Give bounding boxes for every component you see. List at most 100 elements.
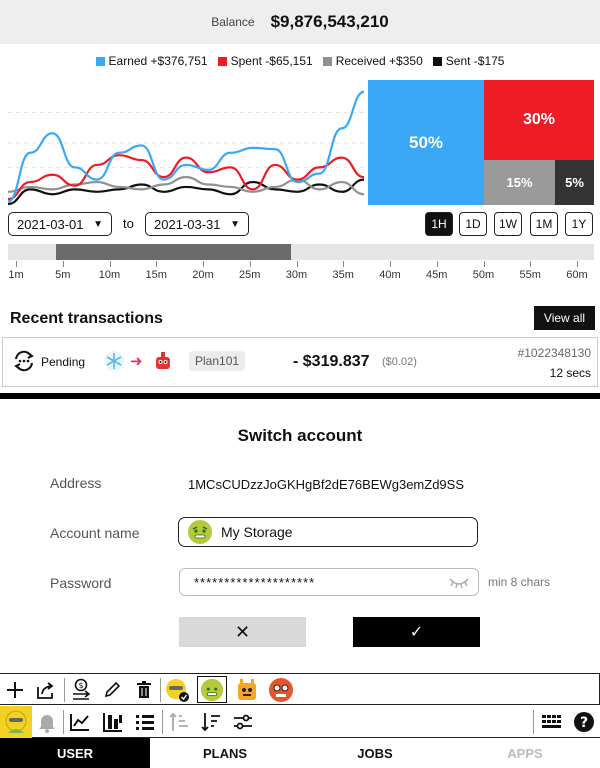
password-input[interactable]: ******************** — [179, 568, 479, 596]
bell-icon[interactable] — [34, 709, 60, 735]
bar-chart-icon[interactable] — [100, 709, 126, 735]
view-all-button[interactable]: View all — [534, 306, 595, 330]
nav-tab-apps: APPS — [507, 745, 543, 761]
timeline-tick-label: 15m — [145, 269, 167, 281]
timeline-tick-label: 10m — [98, 269, 121, 281]
date-to-select[interactable]: 2021-03-31 ▼ — [145, 212, 249, 236]
sort-descending-icon[interactable] — [198, 709, 224, 735]
timeline-tick — [577, 261, 578, 267]
date-from-value: 2021-03-01 — [17, 216, 84, 232]
svg-text:?: ? — [580, 715, 588, 731]
toolbar-separator — [64, 678, 65, 702]
timeline-tick — [483, 261, 485, 267]
edit-pencil-icon[interactable] — [99, 677, 125, 703]
chart-series — [8, 90, 365, 206]
legend-label: Spent -$65,151 — [230, 54, 313, 68]
timeline-tick-label: 60m — [566, 269, 588, 281]
account-name-label: Account name — [50, 525, 140, 541]
date-to-label: to — [123, 216, 134, 231]
bottom-nav: USER PLANS JOBS APPS — [0, 738, 600, 768]
account-avatar-red-glasses-icon[interactable] — [268, 677, 294, 703]
legend-item-spent[interactable]: Spent -$65,151 — [217, 54, 313, 68]
plan-badge[interactable]: Plan101 — [189, 351, 246, 371]
address-label: Address — [50, 475, 102, 491]
nav-tab-user[interactable]: USER — [0, 738, 150, 768]
cancel-button[interactable]: ✕ — [179, 617, 306, 647]
account-avatar-green-icon[interactable] — [197, 676, 227, 703]
trash-icon[interactable] — [131, 677, 157, 703]
account-avatar-icon — [188, 520, 212, 544]
date-from-select[interactable]: 2021-03-01 ▼ — [8, 212, 112, 236]
timeline-tick — [16, 261, 17, 267]
transaction-row[interactable]: Pending ➜ Plan101 - $319.837 ($0.02) #10… — [2, 337, 598, 387]
treemap-cell-sent[interactable]: 5% — [555, 160, 594, 205]
eye-closed-icon[interactable] — [448, 575, 470, 589]
toolbar-separator — [162, 710, 163, 734]
export-icon[interactable] — [33, 677, 59, 703]
timeline-tick — [203, 261, 204, 267]
timeline-tick — [296, 261, 298, 267]
share-treemap: 50% 30% 15% 5% — [368, 80, 594, 205]
series-line-spent[interactable] — [8, 154, 365, 201]
timeline-tick — [530, 261, 532, 267]
transfer-coin-icon[interactable]: $ — [68, 677, 94, 703]
treemap-cell-received[interactable]: 15% — [484, 160, 555, 205]
confirm-button[interactable]: ✓ — [353, 617, 480, 647]
pending-refresh-icon — [14, 350, 34, 372]
series-line-sent[interactable] — [8, 178, 365, 206]
account-name-value: My Storage — [221, 524, 293, 540]
legend-swatch — [432, 56, 442, 66]
help-icon[interactable]: ? — [571, 709, 597, 735]
range-button-1y[interactable]: 1Y — [565, 212, 593, 236]
nav-tab-plans[interactable]: PLANS — [202, 745, 248, 761]
legend-item-sent[interactable]: Sent -$175 — [432, 54, 505, 68]
transaction-amount: - $319.837 — [293, 353, 370, 370]
timeline-tick — [343, 261, 345, 267]
legend-swatch — [217, 56, 227, 66]
line-chart-icon[interactable] — [67, 709, 93, 735]
add-icon[interactable] — [2, 677, 28, 703]
balance-bar: Balance $9,876,543,210 — [0, 0, 600, 44]
robot-avatar-icon — [156, 352, 170, 369]
timeline-tick — [109, 261, 111, 267]
timeline-tick-label: 25m — [239, 269, 261, 281]
legend-label: Earned +$376,751 — [108, 54, 208, 68]
account-avatar-yellow-icon[interactable] — [164, 677, 190, 703]
legend-label: Sent -$175 — [445, 54, 505, 68]
password-hint: min 8 chars — [488, 575, 551, 589]
account-avatar-orange-robot-icon[interactable] — [234, 677, 260, 703]
timeline-tick — [62, 261, 64, 267]
timeline-tick-label: 1m — [8, 269, 24, 281]
range-button-1m[interactable]: 1M — [530, 212, 558, 236]
recent-transactions-title: Recent transactions — [10, 310, 163, 327]
user-avatar-icon[interactable] — [0, 706, 32, 738]
transaction-status: Pending — [41, 355, 86, 369]
main-toolbar: ? — [0, 706, 600, 738]
treemap-cell-earned[interactable]: 50% — [368, 80, 484, 205]
legend-swatch — [95, 56, 105, 66]
chevron-down-icon: ▼ — [230, 218, 240, 230]
timeline-window-handle[interactable] — [56, 244, 291, 260]
timeline-tick-label: 40m — [379, 269, 401, 281]
snowflake-avatar-icon — [104, 351, 124, 371]
keyboard-icon[interactable] — [539, 709, 565, 735]
timeline-tick — [390, 261, 391, 267]
range-button-1d[interactable]: 1D — [459, 212, 487, 236]
transaction-id[interactable]: #1022348130 — [517, 346, 591, 360]
address-value: 1MCsCUDzzJoGKHgBf2dE76BEWg3emZd9SS — [188, 477, 464, 492]
account-name-select[interactable]: My Storage — [178, 517, 478, 547]
password-label: Password — [50, 575, 112, 591]
series-line-earned[interactable] — [8, 90, 365, 203]
timeline-tick-label: 5m — [55, 269, 71, 281]
nav-tab-jobs[interactable]: JOBS — [357, 745, 393, 761]
treemap-cell-spent[interactable]: 30% — [484, 80, 594, 160]
range-button-1h[interactable]: 1H — [425, 212, 453, 236]
filter-sliders-icon[interactable] — [230, 709, 256, 735]
legend-item-earned[interactable]: Earned +$376,751 — [95, 54, 208, 68]
line-chart — [8, 90, 366, 206]
legend-item-received[interactable]: Received +$350 — [322, 54, 423, 68]
range-button-1w[interactable]: 1W — [494, 212, 522, 236]
list-icon[interactable] — [132, 709, 158, 735]
series-line-received[interactable] — [8, 176, 365, 196]
sort-ascending-icon[interactable] — [166, 709, 192, 735]
